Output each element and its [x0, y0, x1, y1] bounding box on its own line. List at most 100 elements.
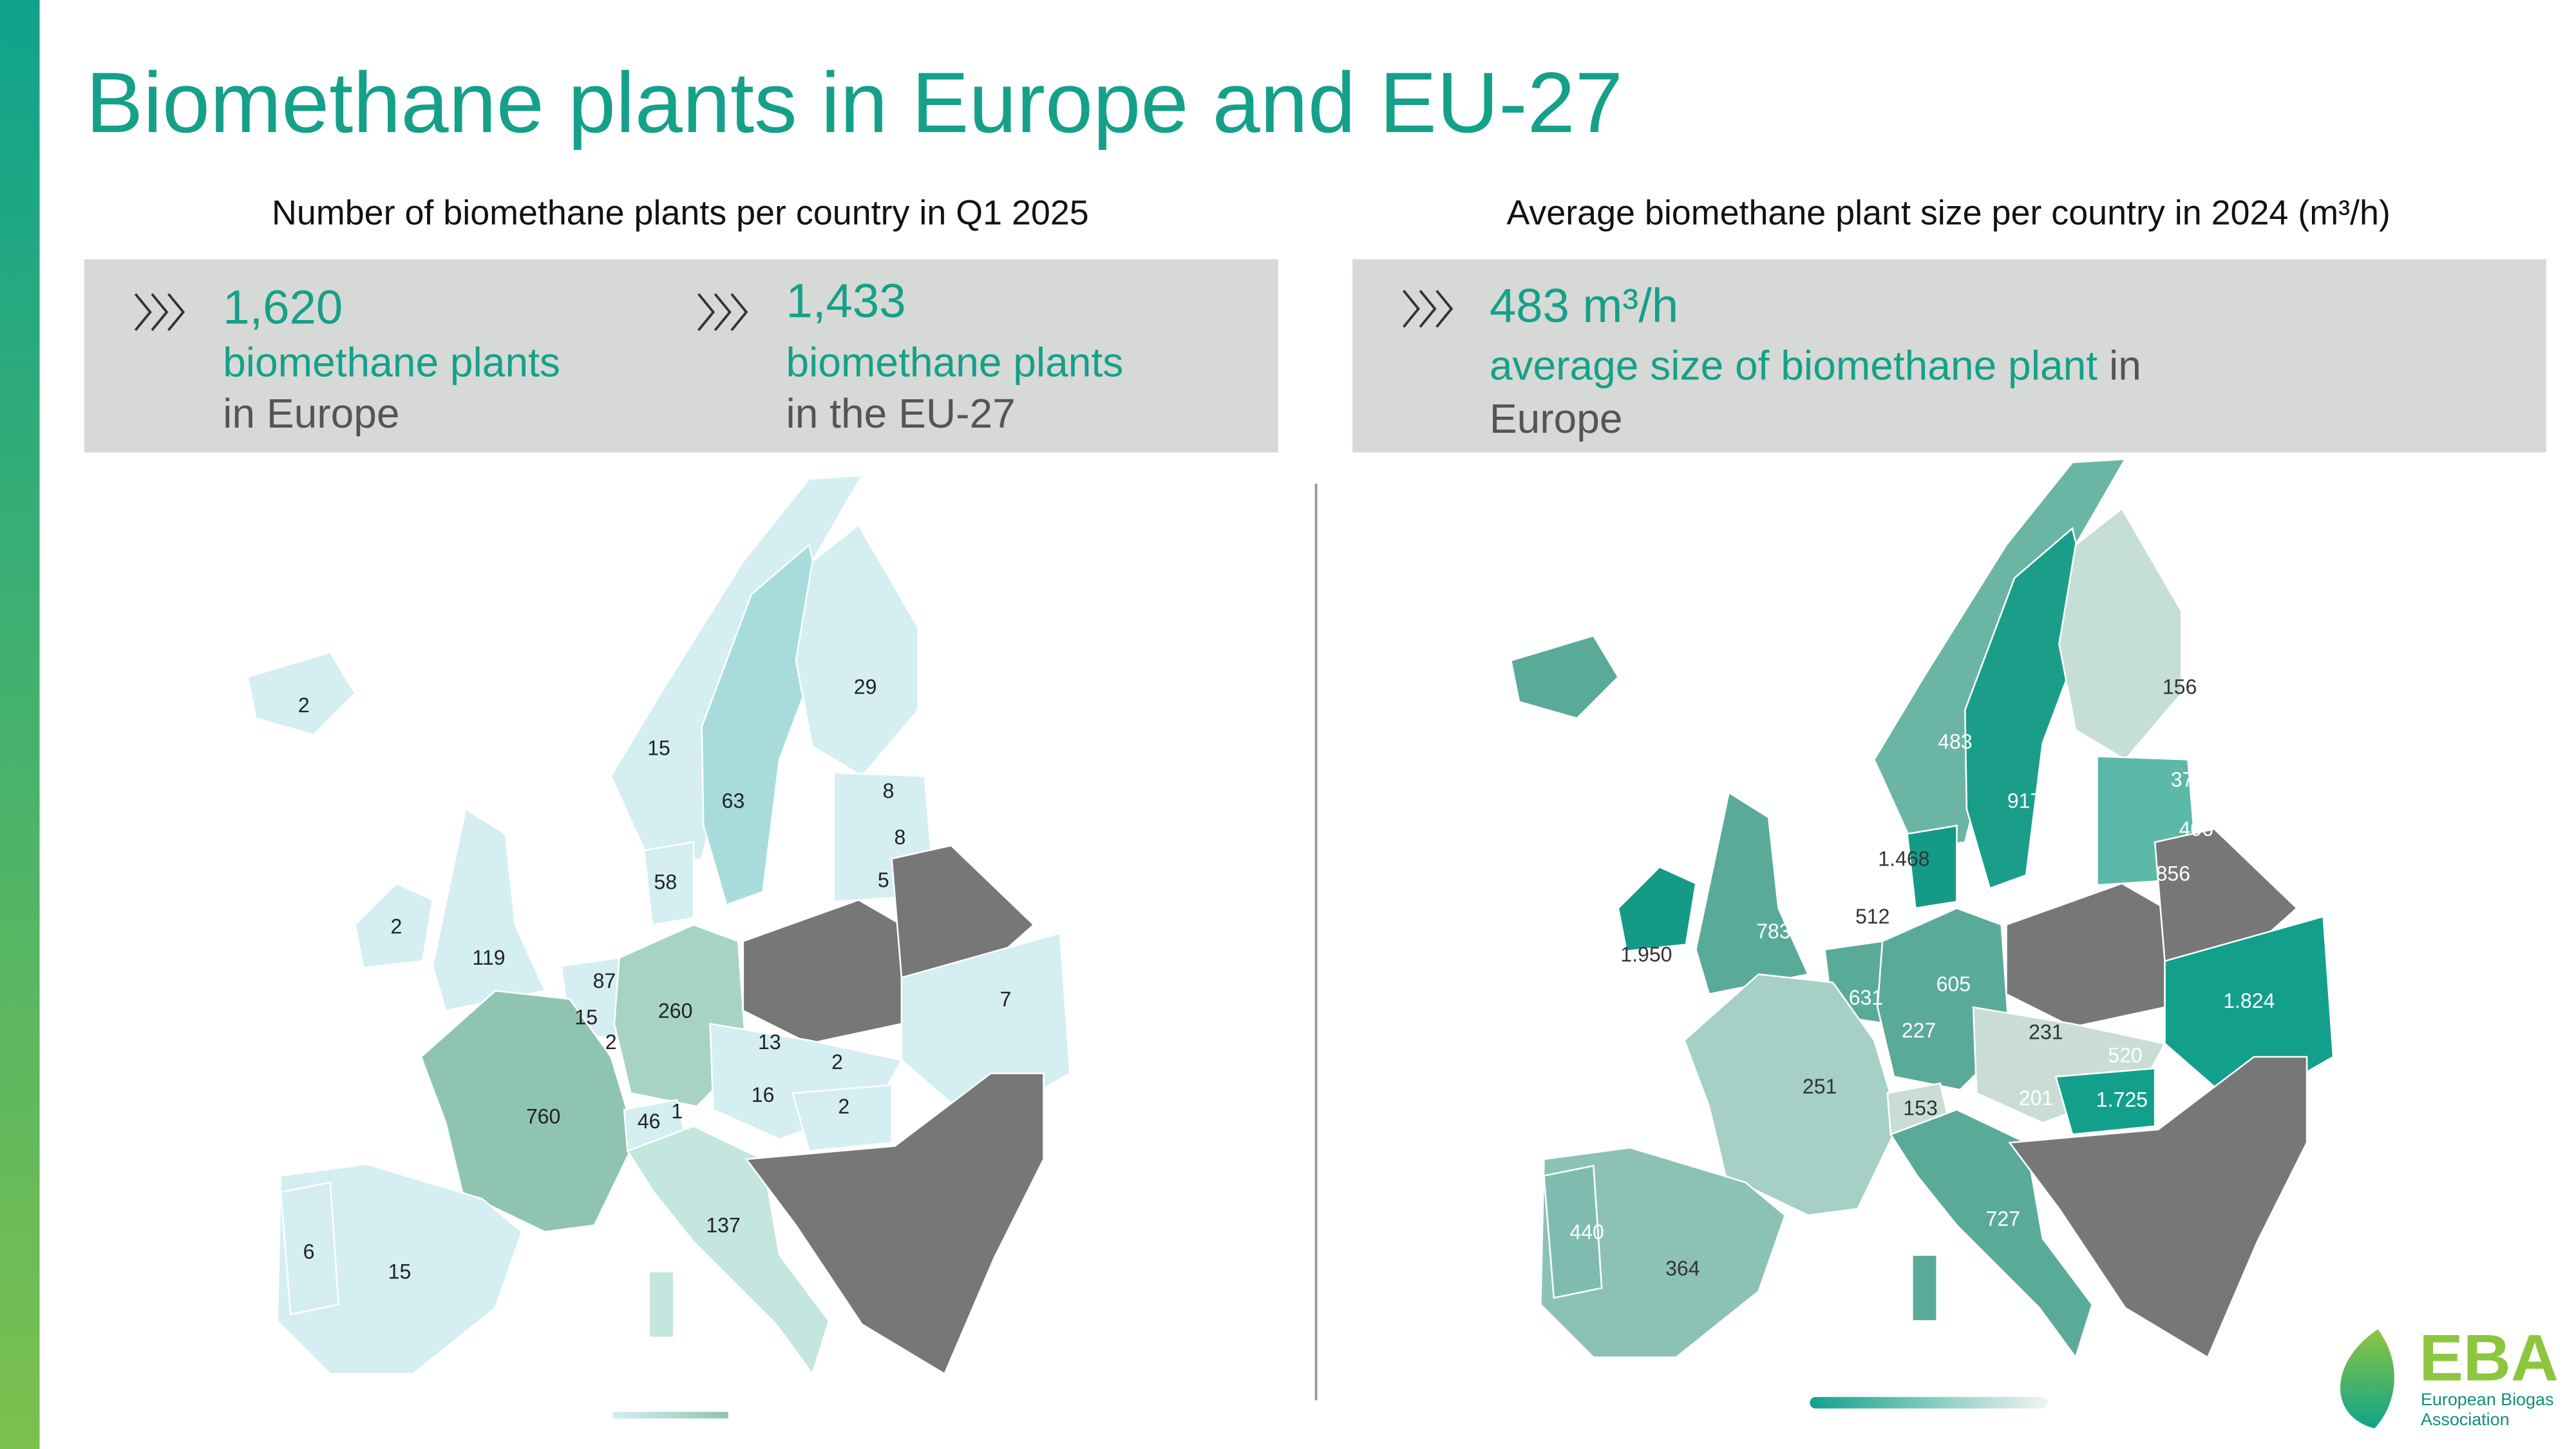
- country: [795, 524, 919, 777]
- map-label: 2: [831, 1050, 843, 1074]
- logo-text: Association: [2421, 1410, 2510, 1429]
- stat-text: biomethane plants: [223, 339, 560, 386]
- map-label: 483: [1938, 730, 1972, 753]
- stat-value: 483 m³/h: [1490, 279, 1678, 332]
- subtitle: Number of biomethane plants per country …: [272, 194, 1089, 232]
- chevrons: [134, 290, 1454, 332]
- map-label: 1.468: [1878, 847, 1929, 870]
- country: [431, 808, 546, 1012]
- stat-box: [84, 259, 1278, 453]
- map-label: 1.950: [1620, 943, 1672, 966]
- map-label: 917: [2007, 790, 2041, 813]
- map-label: 783: [1756, 920, 1790, 943]
- map-label: 16: [752, 1083, 775, 1106]
- logo-name: EBA: [2419, 1321, 2559, 1395]
- country: [1683, 973, 1900, 1217]
- map-label: 1: [671, 1100, 683, 1123]
- country: [648, 1271, 675, 1339]
- map-label: 1.824: [2223, 989, 2275, 1012]
- map-label: 2: [390, 914, 402, 938]
- country: [354, 882, 434, 969]
- map-label: 5: [878, 869, 889, 892]
- stat-text: in Europe: [223, 390, 399, 437]
- map-label: 260: [658, 999, 692, 1022]
- map-right: [1510, 458, 2334, 1359]
- country: [791, 1084, 893, 1152]
- map-label: 201: [2019, 1086, 2053, 1110]
- country: [1695, 791, 1810, 996]
- map-label: 8: [883, 779, 895, 802]
- country: [1906, 824, 1958, 909]
- map-label: 379: [2171, 768, 2205, 791]
- country: [1964, 527, 2094, 890]
- country: [701, 543, 830, 906]
- map-label: 119: [472, 946, 505, 969]
- country: [2005, 882, 2166, 1028]
- map-label: 512: [1855, 905, 1889, 928]
- logo-text: European Biogas: [2421, 1390, 2553, 1409]
- map-label: 15: [647, 737, 670, 760]
- legend-bar: [612, 1412, 728, 1419]
- map-label: 440: [1569, 1220, 1604, 1244]
- country: [744, 1072, 1045, 1376]
- title: Biomethane plants in Europe and EU-27: [86, 55, 1623, 151]
- country: [247, 651, 356, 736]
- country: [742, 899, 903, 1045]
- map-label: 231: [2029, 1021, 2063, 1044]
- map-label: 63: [722, 790, 745, 813]
- country: [2008, 1056, 2308, 1359]
- map-label: 2: [838, 1095, 849, 1118]
- country: [1543, 1164, 1603, 1299]
- map-label: 2: [298, 694, 310, 717]
- country: [1889, 1108, 2094, 1359]
- stat-box: [1352, 259, 2546, 453]
- stat-value: 1,433: [786, 274, 906, 327]
- map-label: 760: [526, 1104, 560, 1128]
- map-label: 156: [2163, 676, 2197, 699]
- map-label: 15: [574, 1006, 598, 1029]
- stat-text: in: [2109, 343, 2141, 389]
- map-label: 8: [895, 826, 906, 849]
- map-label: 46: [638, 1110, 661, 1133]
- map-label: 631: [1849, 986, 1883, 1009]
- map-label: 58: [654, 870, 677, 893]
- country: [643, 841, 695, 926]
- stat-text: Europe: [1490, 395, 1623, 442]
- country: [1510, 634, 1620, 719]
- country: [2058, 507, 2183, 761]
- country: [279, 1181, 339, 1316]
- map-label: 7: [1000, 987, 1012, 1010]
- map-label: 227: [1902, 1019, 1936, 1042]
- side-bar: [0, 0, 40, 1449]
- map-label: 406: [2179, 817, 2213, 840]
- country: [1617, 866, 1697, 952]
- subtitle: Average biomethane plant size per countr…: [1506, 194, 2390, 232]
- stat-value: 1,620: [223, 281, 343, 334]
- map-label: 137: [706, 1214, 740, 1237]
- stat-text: average size of biomethane plant: [1490, 343, 2098, 389]
- map-label: 1.725: [2096, 1088, 2148, 1112]
- map-left: [247, 475, 1071, 1376]
- map-label: 364: [1665, 1256, 1700, 1280]
- map-label: 727: [1986, 1207, 2020, 1230]
- map-label: 520: [2108, 1043, 2142, 1066]
- map-label: 29: [854, 676, 877, 699]
- stat-text: biomethane plants: [786, 339, 1124, 386]
- stat-text: average size of biomethane plant in: [1490, 343, 2141, 389]
- map-label: 440: [1649, 550, 1683, 573]
- map-label: 15: [388, 1260, 412, 1283]
- country: [626, 1125, 830, 1376]
- legend-bar: [1810, 1397, 2048, 1409]
- map-label: 153: [1903, 1097, 1937, 1120]
- country: [1911, 1254, 1938, 1322]
- country: [1540, 1146, 1786, 1358]
- logo-leaf: [2340, 1329, 2394, 1428]
- country: [2054, 1067, 2156, 1135]
- map-label: 6: [303, 1240, 315, 1264]
- map-label: 13: [758, 1030, 781, 1054]
- map-label: 251: [1803, 1075, 1837, 1098]
- labels-right: 440 156 483 917 379 406 856 1.468 512 1.950 783 605…: [1569, 550, 2275, 1280]
